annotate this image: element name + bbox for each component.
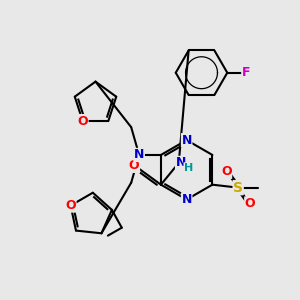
Text: O: O <box>65 199 76 212</box>
Text: O: O <box>77 115 88 128</box>
Text: H: H <box>184 163 193 173</box>
Text: S: S <box>233 181 243 195</box>
Text: O: O <box>221 165 232 178</box>
Text: N: N <box>182 134 192 147</box>
Text: N: N <box>176 156 186 170</box>
Text: O: O <box>245 197 255 210</box>
Text: O: O <box>129 159 140 172</box>
Text: N: N <box>182 193 192 206</box>
Text: F: F <box>242 66 250 79</box>
Text: N: N <box>134 148 144 161</box>
